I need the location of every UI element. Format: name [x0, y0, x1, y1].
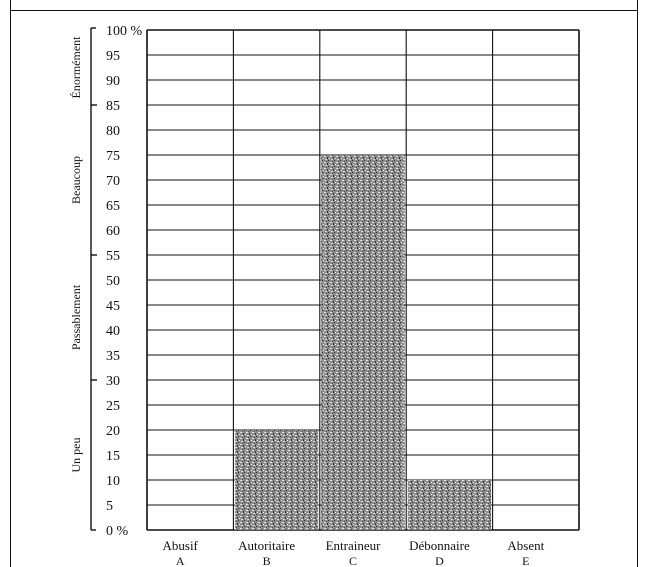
category-letter: A: [176, 554, 185, 567]
y-tick-label: 35: [106, 349, 120, 364]
figure-frame-top: [10, 10, 638, 11]
category-letter: C: [349, 554, 357, 567]
y-tick-label: 45: [106, 299, 120, 314]
y-tick-label: 85: [106, 99, 120, 114]
y-tick-label: 20: [106, 424, 120, 439]
bar-b: [234, 430, 319, 530]
bar-d: [407, 480, 492, 530]
y-tick-label: 90: [106, 74, 120, 89]
category-label: Entraineur: [326, 538, 382, 553]
y-tick-label: 95: [106, 49, 120, 64]
category-letter: E: [522, 554, 529, 567]
y-tick-label: 5: [106, 499, 113, 514]
y-tick-label: 70: [106, 174, 120, 189]
y-tick-labels: 0 % 5 10 15 20 25 30 35 40 45 50 55 60 65 70 75 80 85 90 95…: [106, 24, 143, 539]
category-label: Abusif: [163, 538, 199, 553]
y-tick-label: 80: [106, 124, 120, 139]
figure-frame: [10, 0, 638, 567]
bar-c: [321, 155, 405, 530]
y-tick-label: 60: [106, 224, 120, 239]
band-label: Beaucoup: [69, 156, 83, 204]
bars: [234, 155, 492, 530]
y-tick-label: 15: [106, 449, 120, 464]
y-tick-label: 50: [106, 274, 120, 289]
category-letter: D: [435, 554, 444, 567]
y-tick-label: 65: [106, 199, 120, 214]
band-label: Un peu: [69, 438, 83, 473]
category-label: Autoritaire: [238, 538, 295, 553]
band-label: Passablement: [69, 284, 83, 350]
y-tick-label: 75: [106, 149, 120, 164]
category-label: Absent: [507, 538, 544, 553]
y-tick-label: 0 %: [106, 524, 129, 539]
band-label: Énormément: [69, 36, 83, 99]
y-tick-label: 30: [106, 374, 120, 389]
band-labels: Un peu Passablement Beaucoup Énormément: [69, 27, 97, 531]
y-tick-label: 55: [106, 249, 120, 264]
y-tick-label: 100 %: [106, 24, 143, 39]
y-tick-label: 10: [106, 474, 120, 489]
y-tick-label: 40: [106, 324, 120, 339]
category-label: Débonnaire: [409, 538, 470, 553]
category-letter: B: [263, 554, 271, 567]
y-tick-label: 25: [106, 399, 120, 414]
